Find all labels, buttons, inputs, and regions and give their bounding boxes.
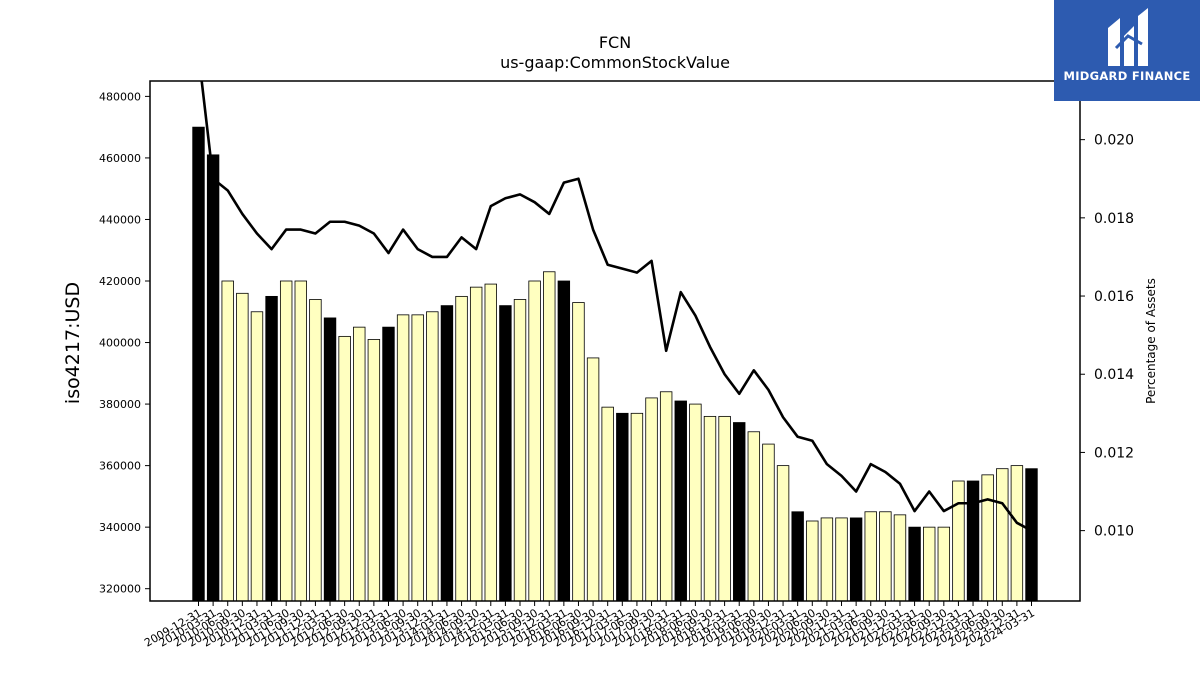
bar [996, 468, 1009, 602]
bar [718, 415, 731, 602]
chart-title: FCN [599, 33, 631, 52]
bar [966, 480, 980, 602]
bar [835, 517, 848, 602]
brand-name: MIDGARD FINANCE [1063, 69, 1191, 83]
y-tick-label: 420000 [99, 275, 141, 288]
bar [1025, 468, 1038, 602]
bar [762, 443, 775, 602]
y2-tick-label: 0.012 [1094, 445, 1134, 461]
y2-tick-label: 0.018 [1094, 211, 1134, 227]
bar [703, 415, 717, 602]
bar [513, 299, 527, 602]
bar [440, 305, 454, 602]
bar [499, 305, 512, 602]
bar [236, 292, 249, 602]
bar [791, 511, 804, 602]
bar [250, 311, 264, 602]
bar [674, 400, 687, 602]
bar [192, 126, 205, 602]
bar [221, 280, 234, 602]
bar [893, 514, 907, 602]
bar [937, 526, 951, 602]
y-axis-label: iso4217:USD [62, 282, 84, 404]
plot-frame [149, 80, 1081, 602]
bar [323, 317, 337, 602]
bar [411, 314, 424, 602]
y-tick-label: 480000 [99, 90, 141, 103]
bar [806, 520, 819, 602]
bar [659, 391, 673, 602]
bar [338, 335, 351, 602]
y2-tick-label: 0.014 [1094, 367, 1134, 383]
y2-tick-label: 0.020 [1094, 133, 1134, 149]
bar [572, 302, 585, 602]
bar [455, 295, 468, 602]
bar [426, 311, 439, 602]
bar [469, 286, 483, 602]
bar [586, 357, 600, 602]
bar [528, 280, 541, 602]
bar [630, 412, 644, 602]
bar [265, 295, 278, 602]
bar [879, 511, 892, 602]
y-tick-label: 400000 [99, 337, 141, 350]
bar [981, 474, 994, 602]
bar [747, 431, 761, 602]
y-axis-ticks: 320000 340000 360000 380000 400000 420000 4400… [99, 90, 150, 596]
bar [616, 412, 629, 602]
y-tick-label: 440000 [99, 213, 141, 226]
bar [952, 480, 965, 602]
bar [645, 397, 658, 602]
pct-of-assets-line [200, 81, 1033, 532]
pct-line-group [200, 81, 1033, 532]
x-axis-ticks: 2009-12-312010-03-312010-06-302010-09-30… [142, 601, 1037, 650]
bar [733, 422, 746, 602]
bar [601, 406, 614, 602]
bar [294, 280, 308, 602]
bar [820, 517, 834, 602]
bar [206, 154, 220, 602]
y-tick-label: 380000 [99, 398, 141, 411]
bars-group [192, 126, 1038, 602]
bar [309, 299, 322, 602]
bar [923, 526, 936, 602]
y-tick-label: 320000 [99, 583, 141, 596]
bar [382, 326, 395, 602]
bar [279, 280, 293, 602]
y2-tick-label: 0.016 [1094, 289, 1134, 305]
bar [864, 511, 877, 602]
bar [353, 326, 366, 602]
y-tick-label: 460000 [99, 152, 141, 165]
bar [484, 283, 497, 602]
bar [543, 271, 556, 602]
y-tick-label: 340000 [99, 521, 141, 534]
bar [367, 339, 381, 602]
y2-axis-label: Percentage of Assets [1144, 278, 1158, 404]
y-tick-label: 360000 [99, 460, 141, 473]
midgard-logo-icon [1108, 8, 1148, 66]
bar [908, 526, 921, 602]
chart-subtitle: us-gaap:CommonStockValue [500, 53, 730, 72]
bar [396, 314, 410, 602]
y2-axis-ticks: 0.010 0.012 0.014 0.016 0.018 0.020 [1080, 133, 1134, 540]
bar [1010, 465, 1024, 602]
brand-logo: MIDGARD FINANCE [1054, 0, 1200, 101]
y2-tick-label: 0.010 [1094, 524, 1134, 540]
bar [557, 280, 571, 602]
bar [849, 517, 863, 602]
bar [776, 465, 790, 602]
bar [689, 403, 702, 602]
